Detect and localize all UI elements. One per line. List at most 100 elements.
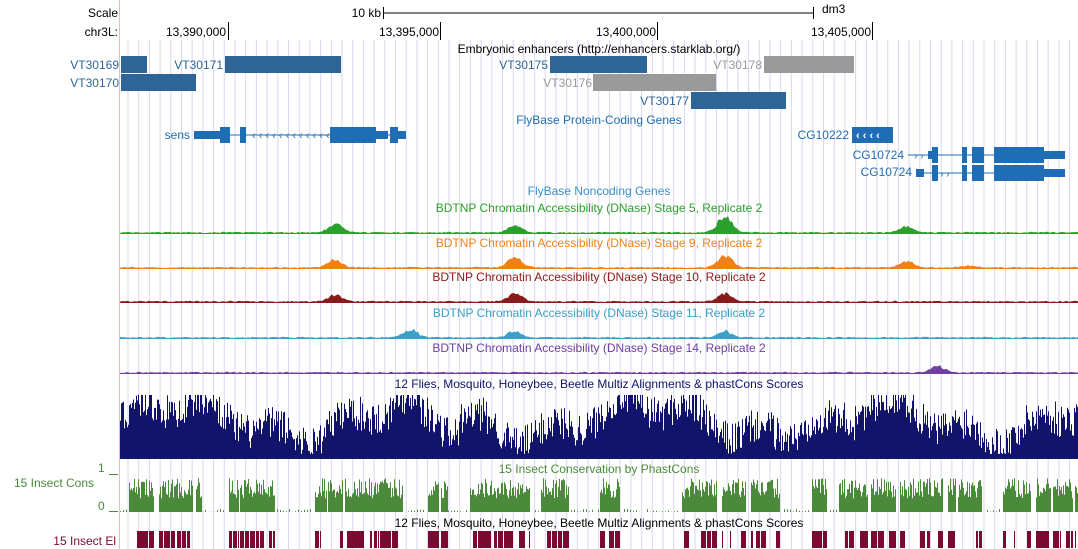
insect-el-side-label[interactable]: 15 Insect El [53,534,116,548]
enhancer-label-vt30176[interactable]: VT30176 [543,76,592,90]
enhancer-label-vt30170[interactable]: VT30170 [70,76,119,90]
conserved-element [177,531,181,548]
noncoding-track-title[interactable]: FlyBase Noncoding Genes [527,184,671,198]
scale-label: Scale [87,6,118,20]
conserved-element [850,531,854,548]
conserved-element [238,531,239,548]
enhancer-feature-vt30171[interactable] [225,56,341,73]
conserved-element [1071,531,1073,548]
insect-cons-signal[interactable] [120,476,1078,512]
conserved-element [863,531,866,548]
conserved-element [316,531,317,548]
conserved-element [142,531,148,548]
conserved-element [866,531,868,548]
dnase-stage14-title[interactable]: BDTNP Chromatin Accessibility (DNase) St… [432,341,766,355]
conserved-element [600,531,605,548]
conserved-element [441,531,446,548]
gene-model-sens[interactable]: ‹ ‹ ‹ ‹ ‹ ‹ ‹ ‹ ‹ ‹ ‹ ‹ ‹ [194,125,406,145]
multiz-track-title[interactable]: 12 Flies, Mosquito, Honeybee, Beetle Mul… [394,377,804,391]
enhancer-label-vt30175[interactable]: VT30175 [499,58,548,72]
conserved-element [552,531,556,548]
conserved-element [895,531,896,548]
dnase-stage11-title[interactable]: BDTNP Chromatin Accessibility (DNase) St… [432,306,766,320]
enhancer-feature-vt30177[interactable] [691,92,786,109]
conserved-element [722,531,723,548]
dnase-signal-area [120,292,1078,302]
enhancer-label-vt30169[interactable]: VT30169 [70,58,119,72]
dnase-stage9-title[interactable]: BDTNP Chromatin Accessibility (DNase) St… [435,236,763,250]
insect-cons-axis-max: 1 [98,461,105,475]
conserved-element [166,531,170,548]
conserved-element [256,531,257,548]
genes-track-title[interactable]: FlyBase Protein-Coding Genes [516,113,682,127]
conserved-element [1014,531,1015,548]
dnase-stage5-title[interactable]: BDTNP Chromatin Accessibility (DNase) St… [435,201,763,215]
conserved-element [508,531,511,548]
insect-el-elements[interactable] [120,531,1078,549]
dnase-signal-area [120,328,1078,338]
gene-model-cg10724-a[interactable]: › › [908,145,1066,165]
dnase-stage14-signal[interactable] [120,355,1078,375]
gene-label-sens[interactable]: sens [164,128,190,142]
gene-label-cg10724-a[interactable]: CG10724 [852,148,904,162]
conserved-element [849,531,850,548]
enhancer-label-vt30178[interactable]: VT30178 [713,58,762,72]
enhancer-label-vt30177[interactable]: VT30177 [640,94,689,108]
conserved-element [609,531,614,548]
conserved-element [496,531,497,548]
svg-text:› ›: › › [940,169,949,180]
enhancer-label-vt30171[interactable]: VT30171 [174,58,223,72]
conserved-element [233,531,237,548]
insect-el-track-title[interactable]: 12 Flies, Mosquito, Honeybee, Beetle Mul… [394,516,804,530]
conserved-element [504,531,508,548]
conserved-element [499,531,503,548]
enhancers-track-title[interactable]: Embryonic enhancers (http://enhancers.st… [457,42,741,56]
conserved-element [751,531,753,548]
conserved-element [1060,531,1061,548]
dnase-stage10-title[interactable]: BDTNP Chromatin Accessibility (DNase) St… [432,270,766,284]
conserved-element [556,531,557,548]
multiz-phastcons-signal[interactable] [120,393,1078,459]
gene-label-cg10222[interactable]: CG10222 [797,128,849,142]
conserved-element [862,531,863,548]
conserved-element [273,531,275,548]
conserved-element [1053,531,1059,548]
dnase-signal-area [120,216,1078,233]
insect-cons-side-label[interactable]: 15 Insect Cons [13,476,94,490]
enhancer-feature-vt30170[interactable] [121,74,196,91]
insect-cons-track-title[interactable]: 15 Insect Conservation by PhastCons [498,462,700,476]
gene-model-cg10724-b[interactable]: › › [916,163,1066,183]
conserved-element [715,531,717,548]
conserved-element [558,531,562,548]
dnase-stage9-signal[interactable] [120,250,1078,270]
conserved-element [927,531,930,548]
conserved-element [776,531,779,548]
ruler-pos-3: 13,400,000 [595,25,656,39]
conserved-element [860,531,862,548]
conserved-element [871,531,876,548]
conserved-element [892,531,895,548]
enhancer-feature-vt30178[interactable] [764,56,854,73]
svg-text:‹ ‹ ‹ ‹: ‹ ‹ ‹ ‹ [856,130,880,142]
gene-model-cg10222[interactable]: ‹ ‹ ‹ ‹ [852,127,894,143]
enhancer-feature-vt30176[interactable] [593,74,716,91]
enhancer-feature-vt30169[interactable] [121,56,147,73]
dnase-stage5-signal[interactable] [120,215,1078,235]
conserved-element [354,531,360,548]
conserved-element [1027,531,1031,548]
dnase-stage11-signal[interactable] [120,320,1078,340]
conserved-element [164,531,166,548]
gene-label-cg10724-b[interactable]: CG10724 [860,165,912,179]
conserved-element [478,531,481,548]
conserved-element [976,531,978,548]
ruler-pos-1: 13,390,000 [165,25,226,39]
enhancer-feature-vt30175[interactable] [550,56,647,73]
dnase-stage10-signal[interactable] [120,284,1078,304]
conserved-element [1045,531,1049,548]
conserved-element [563,531,568,548]
conserved-element [360,531,364,548]
conserved-element [428,531,434,548]
conserved-element [845,531,848,548]
conserved-element [380,531,385,548]
